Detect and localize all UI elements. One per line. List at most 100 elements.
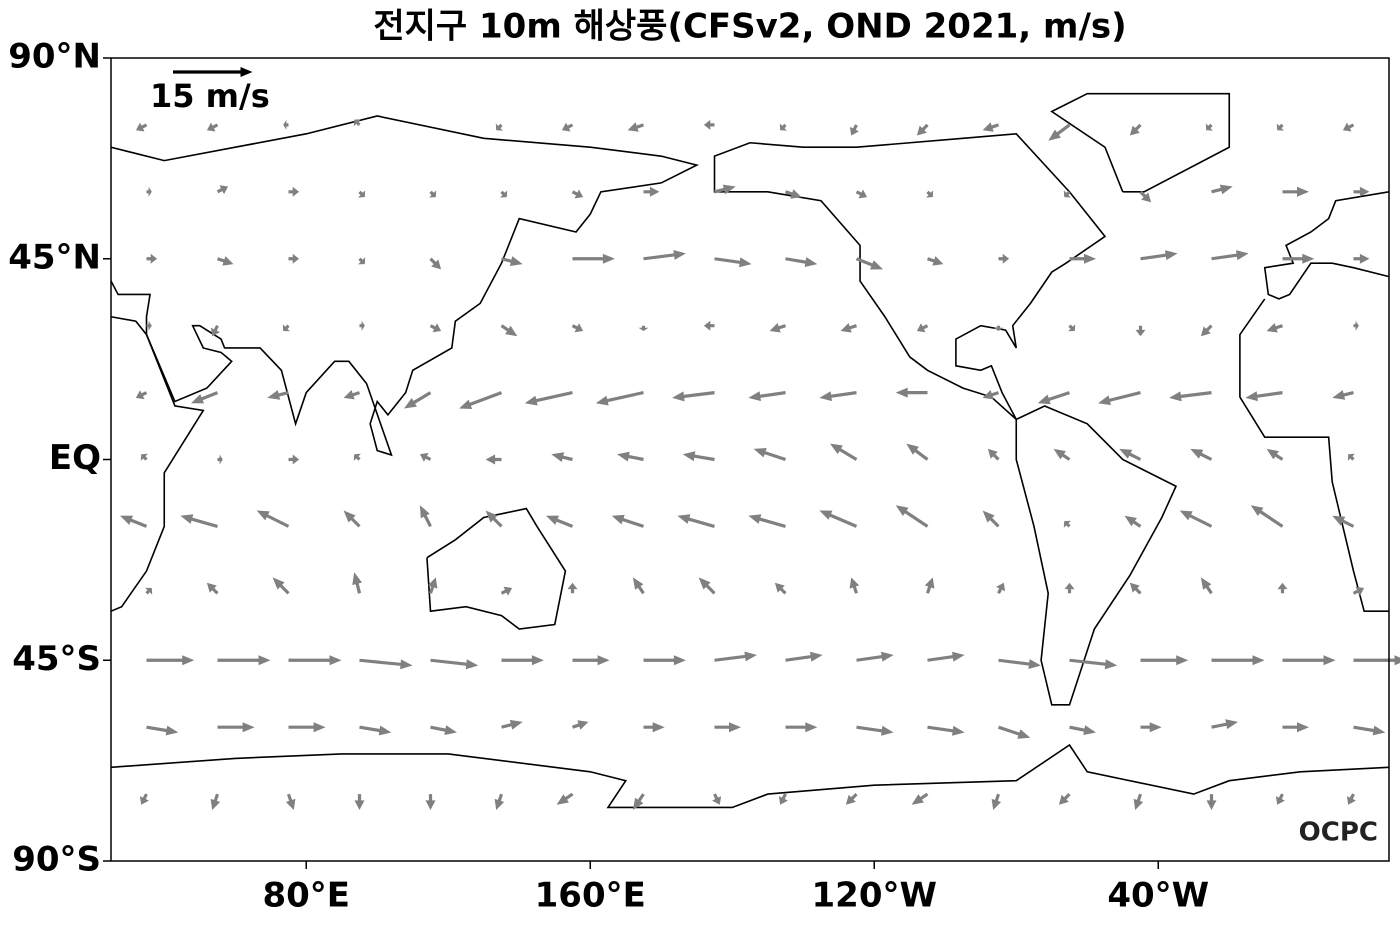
wind-vector: [1140, 655, 1189, 666]
wind-vector: [987, 448, 1000, 461]
wind-vector: [210, 793, 221, 810]
reference-vector: [173, 67, 253, 77]
wind-vector: [556, 792, 574, 805]
wind-vector: [288, 655, 342, 666]
wind-vector: [353, 119, 361, 127]
wind-vector: [1282, 253, 1315, 264]
wind-vector: [571, 189, 584, 199]
wind-vector: [1048, 123, 1071, 141]
wind-vector: [561, 122, 574, 132]
wind-vector: [572, 253, 615, 264]
wind-vector: [1211, 250, 1249, 261]
wind-vector: [595, 391, 644, 406]
wind-vector: [998, 725, 1031, 739]
wind-vector: [779, 123, 787, 131]
reference-label: 15 m/s: [150, 77, 270, 115]
wind-vector: [632, 577, 645, 595]
wind-vector: [1129, 123, 1142, 136]
wind-vector: [1211, 719, 1238, 730]
wind-vector: [927, 256, 944, 266]
wind-vector: [353, 453, 361, 461]
wind-vector: [343, 390, 360, 400]
wind-vector: [285, 793, 296, 810]
wind-vector: [1206, 794, 1217, 810]
wind-vector: [1179, 510, 1213, 528]
wind-vector: [714, 257, 752, 268]
wind-vector: [916, 123, 929, 136]
wind-vector: [895, 505, 929, 528]
wind-vector: [785, 722, 818, 733]
coastline: [110, 315, 205, 612]
wind-vector: [1342, 122, 1355, 132]
credit: OCPC: [1299, 818, 1378, 848]
wind-vector: [703, 320, 715, 331]
y-tick-label: 45°N: [8, 237, 101, 277]
y-tick-label: EQ: [49, 438, 101, 478]
wind-vector: [267, 390, 289, 400]
wind-vector: [845, 793, 858, 805]
wind-vector: [135, 390, 148, 400]
wind-vector: [855, 189, 868, 199]
wind-vector: [1133, 793, 1144, 810]
x-tick-label: 40°W: [1107, 876, 1209, 916]
wind-vector: [785, 257, 818, 267]
wind-vector: [283, 119, 289, 130]
wind-vector: [288, 454, 300, 465]
wind-vector: [500, 586, 513, 596]
wind-vector: [778, 793, 788, 805]
coastline: [1263, 191, 1390, 300]
wind-vector: [288, 722, 326, 733]
wind-vector: [998, 658, 1041, 669]
wind-vector: [1266, 448, 1284, 461]
wind-vector: [1058, 793, 1071, 805]
wind-vector: [272, 577, 290, 595]
wind-vector: [1063, 520, 1071, 528]
wind-vector: [524, 391, 573, 406]
wind-vector: [1069, 725, 1096, 735]
wind-vector: [1332, 390, 1354, 400]
wind-vector: [911, 792, 929, 805]
wind-vectors: [120, 119, 1400, 810]
wind-vector: [419, 452, 432, 462]
wind-vector: [682, 451, 715, 462]
wind-vector: [714, 651, 757, 662]
wind-vector: [1266, 323, 1283, 333]
wind-vector: [714, 184, 736, 195]
wind-vector: [1211, 184, 1233, 195]
wind-vector: [677, 514, 715, 528]
wind-vector: [429, 190, 437, 198]
wind-vector: [146, 186, 152, 197]
coastline: [1015, 405, 1178, 706]
wind-vector: [993, 325, 1004, 331]
wind-vector: [1119, 448, 1142, 461]
wind-vector: [927, 651, 965, 662]
wind-vector: [358, 190, 366, 198]
wind-vector: [501, 719, 523, 730]
wind-vector: [500, 324, 518, 337]
wind-vector: [217, 454, 223, 465]
wind-vector: [120, 515, 148, 528]
wind-vector: [982, 122, 999, 132]
wind-vector: [146, 655, 195, 666]
wind-vector: [856, 651, 894, 662]
wind-vector: [359, 320, 365, 331]
wind-vector: [145, 587, 153, 595]
wind-vector: [430, 658, 479, 670]
wind-vector: [856, 725, 894, 736]
wind-vector: [1353, 725, 1386, 736]
wind-vector: [1332, 515, 1355, 528]
wind-vector: [714, 722, 741, 733]
wind-vector: [769, 323, 786, 333]
wind-vector: [1353, 186, 1370, 197]
wind-vector: [1124, 515, 1142, 528]
wind-vector: [425, 794, 436, 810]
y-tick-label: 90°S: [12, 840, 101, 880]
wind-vector: [1353, 655, 1400, 666]
wind-vector: [427, 577, 438, 594]
wind-vector: [753, 448, 786, 461]
wind-vector: [1352, 586, 1365, 596]
coastline: [426, 507, 567, 630]
wind-vector: [217, 256, 234, 266]
wind-vector: [1277, 582, 1288, 594]
